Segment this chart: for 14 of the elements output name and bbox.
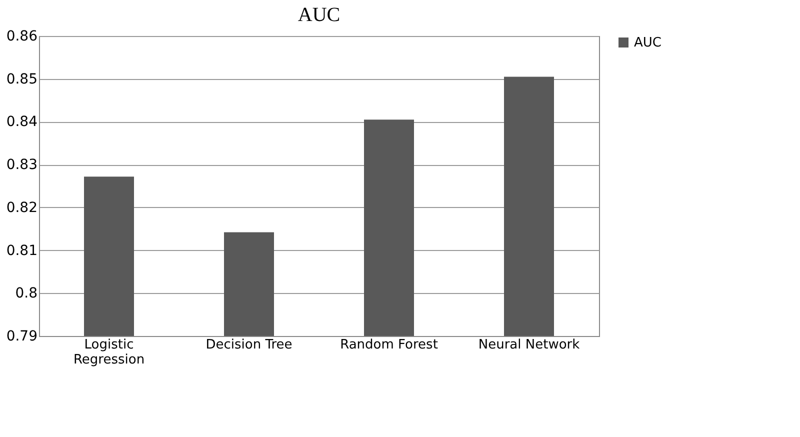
x-tick-label: Random Forest [340, 338, 438, 352]
x-tick-label: Neural Network [478, 338, 580, 352]
x-tick-label: Decision Tree [206, 338, 292, 352]
legend-label: AUC [634, 36, 662, 50]
y-tick-label: 0.85 [6, 71, 38, 88]
y-tick-label: 0.83 [6, 157, 38, 174]
x-tick-label: Logistic Regression [73, 338, 145, 368]
y-tick-label: 0.81 [6, 242, 38, 259]
y-tick-label: 0.86 [6, 28, 38, 44]
chart-title: AUC [298, 4, 340, 26]
y-tick-label: 0.79 [6, 328, 38, 344]
y-tick-label: 0.82 [6, 200, 38, 216]
y-tick-label: 0.84 [6, 114, 38, 130]
y-tick-label: 0.8 [15, 286, 38, 302]
